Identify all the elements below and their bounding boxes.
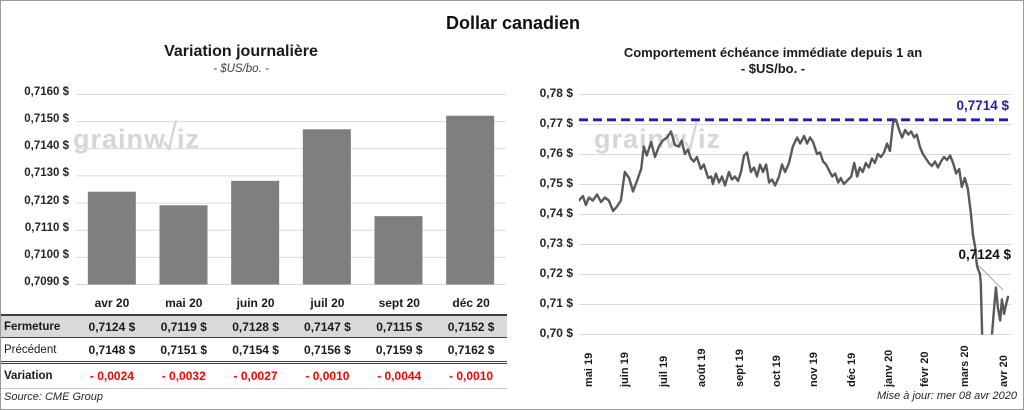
bar xyxy=(231,180,280,285)
table-cell: 0,7151 $ xyxy=(160,342,208,357)
table-cell: 0,7159 $ xyxy=(375,342,423,357)
yearly-behavior-panel: Comportement échéance immédiate depuis 1… xyxy=(513,1,1023,409)
x-tick-label: juil 19 xyxy=(657,355,670,387)
watermark-text: grainw xyxy=(73,124,167,154)
source-note: Source: CME Group xyxy=(4,391,104,403)
y-tick-label: 0,7140 $ xyxy=(24,140,69,153)
row-label: Fermeture xyxy=(4,320,61,333)
month-header-cell: déc 20 xyxy=(452,296,490,310)
table-cell: 0,7128 $ xyxy=(232,319,279,334)
bar-chart-y-axis: 0,7160 $ 0,7150 $ 0,7140 $ 0,7130 $ 0,7120 $… xyxy=(1,1,69,301)
x-tick-label: nov 19 xyxy=(807,352,820,387)
y-tick-label: 0,75 $ xyxy=(539,176,573,190)
futures-table: Fermeture 0,7124 $ 0,7119 $ 0,7128 $ 0,7147 … xyxy=(1,314,507,389)
bar xyxy=(446,115,495,285)
x-tick-label: août 19 xyxy=(695,348,708,387)
watermark-spike-icon xyxy=(684,119,699,152)
x-tick-label: févr 20 xyxy=(918,351,931,387)
y-tick-label: 0,77 $ xyxy=(539,116,573,130)
table-cell: 0,7124 $ xyxy=(88,319,136,334)
table-cell: - 0,0010 xyxy=(449,369,494,383)
y-tick-label: 0,71 $ xyxy=(539,296,573,310)
table-cell: - 0,0010 xyxy=(305,369,350,383)
x-tick-label: déc 19 xyxy=(845,352,858,387)
x-tick-label: juin 19 xyxy=(619,352,632,387)
y-tick-label: 0,7130 $ xyxy=(24,167,69,180)
y-tick-label: 0,7090 $ xyxy=(24,276,69,288)
y-tick-label: 0,73 $ xyxy=(539,236,573,250)
table-cell: - 0,0032 xyxy=(161,369,206,383)
x-tick-label: mai 19 xyxy=(582,352,595,387)
price-line xyxy=(579,118,1010,335)
row-label: Précédent xyxy=(4,343,57,356)
bar xyxy=(87,191,136,285)
bar-chart xyxy=(76,94,506,285)
y-tick-label: 0,7110 $ xyxy=(24,221,69,234)
table-row: Fermeture 0,7124 $ 0,7119 $ 0,7128 $ 0,7147 … xyxy=(1,314,507,338)
table-cell: 0,7152 $ xyxy=(447,319,495,334)
table-row: Précédent 0,7148 $ 0,7151 $ 0,7154 $ 0,7156 … xyxy=(1,338,507,364)
y-tick-label: 0,70 $ xyxy=(539,326,573,340)
table-cell: 0,7154 $ xyxy=(232,342,279,357)
watermark-text: iz xyxy=(177,124,201,154)
right-chart-subtitle: - $US/bo. - xyxy=(740,61,806,76)
x-tick-label: mars 20 xyxy=(959,345,972,387)
left-chart-subtitle: - $US/bo. - xyxy=(213,63,269,75)
month-header-row: avr 20 mai 20 juin 20 juil 20 sept 20 déc 20 xyxy=(1,293,507,313)
table-cell: 0,7119 $ xyxy=(160,319,207,334)
daily-variation-panel: Variation journalière - $US/bo. - grainw… xyxy=(1,1,513,409)
x-tick-label: janv 20 xyxy=(883,349,896,387)
grainwiz-watermark: grainw iz xyxy=(594,118,721,153)
watermark-text: iz xyxy=(698,124,722,154)
watermark-text: grainw xyxy=(594,124,688,154)
reference-line-label: 0,7714 $ xyxy=(956,98,1009,113)
table-cell: - 0,0044 xyxy=(377,369,422,383)
update-note: Mise à jour: mer 08 avr 2020 xyxy=(876,390,1017,402)
month-header-cell: mai 20 xyxy=(165,296,203,310)
month-header-cell: juin 20 xyxy=(236,296,275,310)
month-header-cell: juil 20 xyxy=(310,296,345,310)
annotation-leader-line xyxy=(978,265,1004,291)
y-tick-label: 0,7120 $ xyxy=(24,194,69,207)
y-tick-label: 0,7150 $ xyxy=(24,113,69,126)
line-chart xyxy=(579,94,1011,335)
bar xyxy=(159,205,208,285)
right-chart-title: Comportement échéance immédiate depuis 1… xyxy=(623,45,923,60)
row-label: Variation xyxy=(4,370,53,382)
table-row: Variation - 0,0024 - 0,0032 - 0,0027 - 0,001… xyxy=(1,364,507,389)
table-cell: 0,7162 $ xyxy=(447,342,495,357)
table-cell: 0,7147 $ xyxy=(304,319,351,334)
y-tick-label: 0,7100 $ xyxy=(24,248,69,261)
month-header-cell: sept 20 xyxy=(378,296,420,310)
line-chart-y-axis: 0,78 $ 0,77 $ 0,76 $ 0,75 $ 0,74 $ 0,73 $ 0,72… xyxy=(513,1,573,351)
x-tick-label: oct 19 xyxy=(771,355,784,387)
last-price-label: 0,7124 $ xyxy=(958,247,1011,262)
x-tick-label: avr 20 xyxy=(997,355,1010,387)
x-tick-label: sept 19 xyxy=(734,349,746,387)
y-tick-label: 0,7160 $ xyxy=(24,86,69,98)
table-cell: 0,7115 $ xyxy=(376,319,423,334)
y-tick-label: 0,76 $ xyxy=(539,146,573,160)
y-tick-label: 0,74 $ xyxy=(539,206,573,220)
table-cell: 0,7156 $ xyxy=(304,342,351,357)
bar xyxy=(374,216,423,285)
table-cell: 0,7148 $ xyxy=(88,342,136,357)
month-header-cell: avr 20 xyxy=(94,296,130,310)
left-chart-title: Variation journalière xyxy=(164,43,318,60)
table-cell: - 0,0027 xyxy=(233,369,278,383)
table-cell: - 0,0024 xyxy=(89,369,134,383)
y-tick-label: 0,78 $ xyxy=(539,86,573,100)
page-title: Dollar canadien xyxy=(445,13,581,33)
y-tick-label: 0,72 $ xyxy=(539,266,573,280)
bar xyxy=(302,129,351,285)
